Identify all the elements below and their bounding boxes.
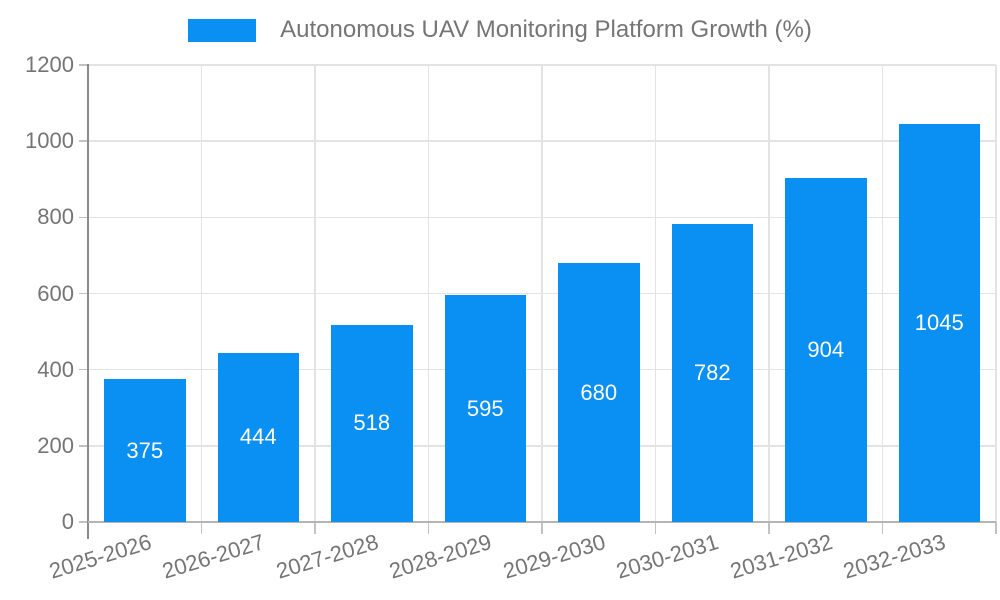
x-tick-label: 2026-2027 [159, 529, 268, 584]
x-tick [314, 522, 316, 534]
bar-value-label: 444 [239, 424, 277, 450]
y-tick-label: 800 [37, 204, 74, 230]
y-tick-label: 0 [61, 509, 74, 534]
v-gridline [427, 65, 430, 522]
x-tick [768, 522, 770, 534]
legend: Autonomous UAV Monitoring Platform Growt… [0, 16, 1000, 44]
y-tick-label: 400 [37, 356, 74, 382]
bar: 782 [671, 224, 753, 522]
x-tick [541, 522, 543, 534]
bar: 1045 [898, 124, 980, 522]
x-tick [200, 522, 203, 534]
y-tick [79, 216, 88, 219]
v-gridline [541, 65, 543, 522]
x-tick [654, 522, 657, 534]
x-axis-line [88, 521, 996, 523]
bar-value-label: 782 [693, 360, 731, 386]
v-gridline [200, 65, 203, 522]
x-tick-label: 2031-2032 [726, 529, 835, 584]
y-tick [79, 292, 88, 295]
x-tick-label: 2027-2028 [272, 529, 381, 584]
x-tick-label: 2028-2029 [386, 529, 495, 584]
bar: 595 [444, 295, 526, 522]
x-tick-label: 2032-2033 [840, 529, 949, 584]
x-tick-label: 2029-2030 [499, 529, 608, 584]
bar-value-label: 518 [353, 410, 391, 436]
y-tick-label: 200 [37, 432, 74, 458]
y-tick-label: 1200 [25, 52, 74, 77]
x-tick-label: 2030-2031 [613, 529, 722, 584]
legend-swatch [188, 18, 257, 42]
bar: 375 [104, 379, 186, 522]
v-gridline [995, 65, 997, 522]
v-gridline [881, 65, 884, 522]
v-gridline [314, 65, 316, 522]
y-tick [79, 64, 88, 66]
x-tick [881, 522, 884, 534]
legend-label: Autonomous UAV Monitoring Platform Growt… [280, 16, 812, 43]
x-tick [995, 522, 997, 534]
v-gridline [654, 65, 657, 522]
bar: 680 [558, 263, 640, 522]
bar-value-label: 1045 [914, 310, 964, 335]
bar-value-label: 680 [580, 379, 618, 405]
y-axis-line [87, 64, 89, 539]
bar-value-label: 375 [126, 437, 164, 463]
y-tick [79, 445, 88, 447]
y-tick [79, 140, 88, 142]
x-tick [427, 522, 430, 534]
y-tick-label: 600 [37, 280, 74, 306]
x-tick-label: 2025-2026 [45, 529, 154, 584]
y-tick [79, 521, 88, 523]
bar: 518 [331, 324, 413, 522]
bar: 904 [785, 177, 867, 522]
bar-value-label: 595 [466, 395, 504, 421]
bar-value-label: 904 [807, 336, 845, 362]
y-tick-label: 1000 [25, 128, 74, 154]
bar: 444 [217, 352, 299, 522]
y-tick [79, 368, 88, 371]
v-gridline [768, 65, 770, 522]
